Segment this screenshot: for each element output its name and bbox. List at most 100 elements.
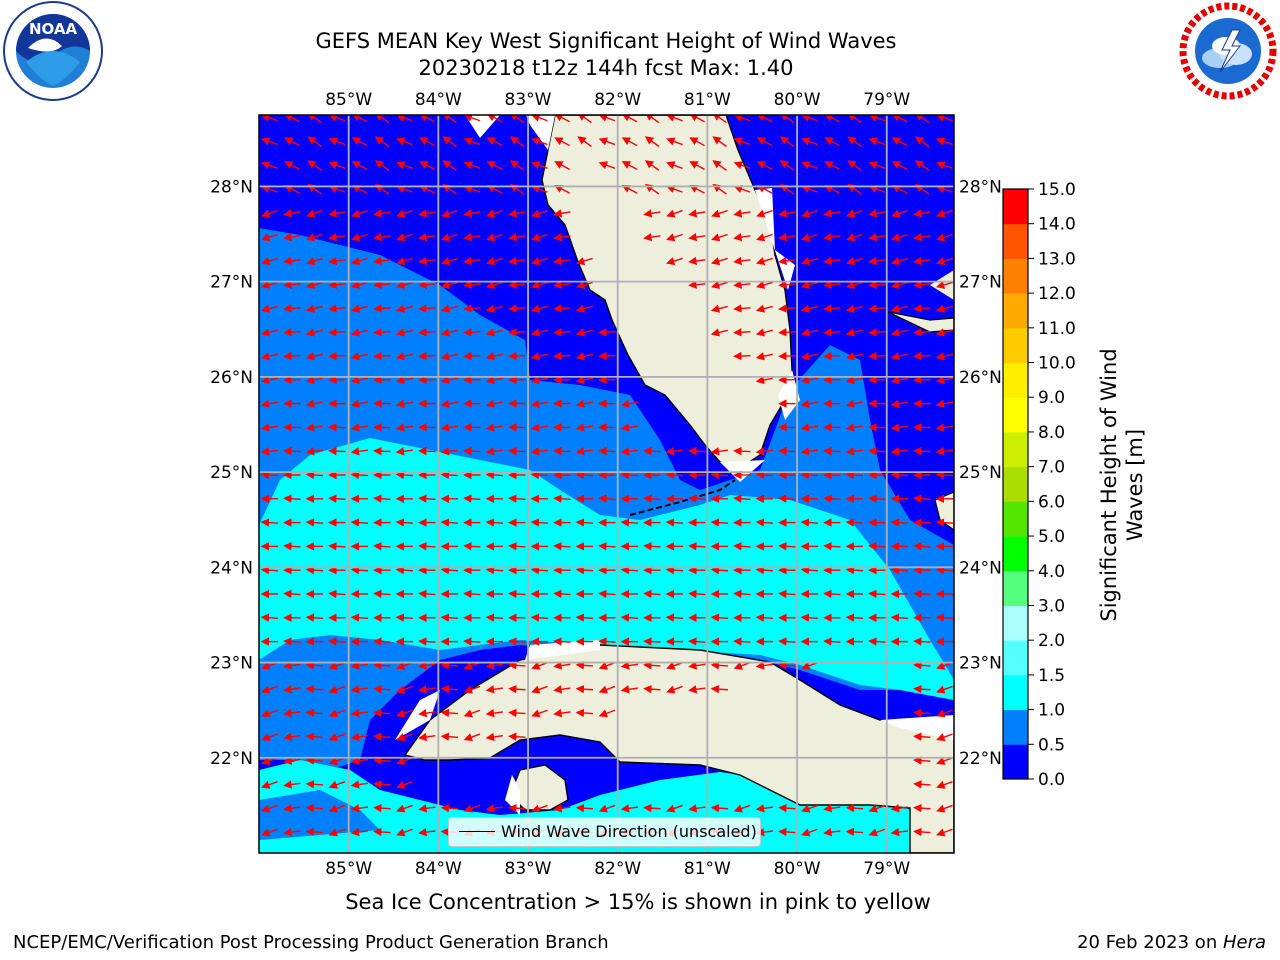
direction-arrow [328, 780, 346, 789]
direction-arrow [531, 709, 548, 718]
direction-arrow [733, 161, 751, 170]
lon-label-bottom: 83°W [505, 859, 552, 879]
direction-arrow [418, 661, 436, 670]
direction-arrow [756, 161, 773, 170]
direction-arrow [553, 542, 571, 551]
direction-arrow [710, 565, 729, 575]
direction-arrow [665, 470, 684, 480]
direction-arrow [847, 160, 862, 171]
direction-arrow [395, 470, 414, 480]
direction-arrow [373, 446, 391, 456]
lat-label-left: 27°N [210, 273, 253, 293]
direction-arrow [914, 160, 930, 171]
direction-arrow [283, 232, 301, 242]
colorbar-tick-label: 7.0 [1038, 458, 1065, 478]
direction-arrow [463, 542, 481, 551]
direction-arrow [373, 684, 391, 694]
direction-arrow [440, 732, 459, 741]
direction-arrow [440, 328, 458, 337]
direction-arrow [935, 304, 953, 313]
direction-arrow [800, 304, 818, 313]
colorbar-tick-label: 6.0 [1038, 492, 1065, 512]
direction-arrow [440, 684, 459, 694]
direction-arrow [485, 352, 503, 361]
direction-arrow [868, 828, 886, 837]
direction-arrow [260, 375, 278, 385]
direction-arrow [305, 565, 324, 575]
direction-arrow [283, 256, 301, 266]
direction-arrow [824, 137, 840, 147]
direction-arrow [800, 447, 819, 456]
direction-arrow [463, 351, 481, 361]
direction-arrow [328, 304, 346, 313]
direction-arrow [665, 613, 684, 622]
colorbar-tick-label: 12.0 [1038, 284, 1076, 304]
direction-arrow [283, 589, 301, 599]
colorbar-segment-4 [1003, 605, 1028, 641]
direction-arrow [350, 565, 369, 575]
direction-arrow [328, 637, 346, 646]
direction-arrow [373, 494, 391, 503]
direction-arrow [350, 280, 368, 289]
direction-arrow [485, 280, 503, 289]
direction-arrow [463, 494, 481, 503]
direction-arrow [688, 661, 706, 670]
direction-arrow [553, 280, 571, 289]
direction-arrow [350, 613, 369, 622]
direction-arrow [306, 209, 323, 218]
direction-arrow [935, 447, 954, 456]
direction-arrow [845, 613, 864, 622]
direction-arrow [305, 399, 324, 408]
direction-arrow [891, 137, 908, 147]
direction-arrow [530, 328, 548, 337]
direction-arrow [823, 232, 841, 242]
graticule [259, 115, 954, 853]
direction-arrow [936, 257, 953, 266]
direction-arrow [868, 637, 886, 646]
direction-arrow [868, 304, 886, 313]
direction-arrow [620, 613, 639, 622]
direction-arrow [485, 565, 504, 575]
direction-arrow [305, 756, 324, 765]
direction-arrow [890, 565, 909, 575]
direction-arrow [463, 137, 481, 146]
direction-arrow [396, 661, 413, 670]
direction-arrow [665, 518, 684, 527]
direction-arrow [935, 352, 953, 361]
direction-arrow [553, 589, 571, 599]
direction-arrow [913, 280, 931, 289]
direction-arrow [508, 732, 526, 741]
lon-label-bottom: 82°W [594, 859, 641, 879]
direction-arrow [778, 256, 796, 266]
direction-arrow [845, 328, 863, 337]
direction-arrow [710, 661, 729, 670]
lon-label-top: 81°W [684, 90, 731, 110]
direction-arrow [577, 115, 592, 124]
direction-arrow [643, 637, 661, 646]
direction-arrow [688, 637, 706, 646]
lat-label-right: 22°N [959, 749, 1002, 769]
map-frame [258, 114, 955, 854]
direction-arrow [373, 756, 391, 765]
direction-arrow [305, 280, 323, 289]
direction-arrow [485, 661, 504, 670]
direction-arrow [328, 828, 346, 837]
direction-arrow [508, 328, 526, 337]
direction-arrow [575, 613, 594, 622]
direction-arrow [373, 661, 391, 670]
direction-arrow [868, 328, 886, 337]
direction-arrow [531, 137, 548, 146]
direction-arrow [756, 233, 773, 242]
lat-label-left: 23°N [210, 654, 253, 674]
direction-arrow [936, 161, 953, 170]
direction-arrow [508, 494, 526, 503]
direction-arrow [914, 115, 930, 124]
direction-arrow [418, 280, 436, 289]
legend-label: Wind Wave Direction (unscaled) [501, 822, 757, 841]
direction-arrow [936, 137, 953, 146]
colorbar-segment-12 [1003, 327, 1028, 364]
direction-arrow [351, 233, 368, 242]
direction-arrow [710, 447, 729, 456]
direction-arrow [418, 827, 436, 837]
direction-arrow [778, 232, 796, 242]
